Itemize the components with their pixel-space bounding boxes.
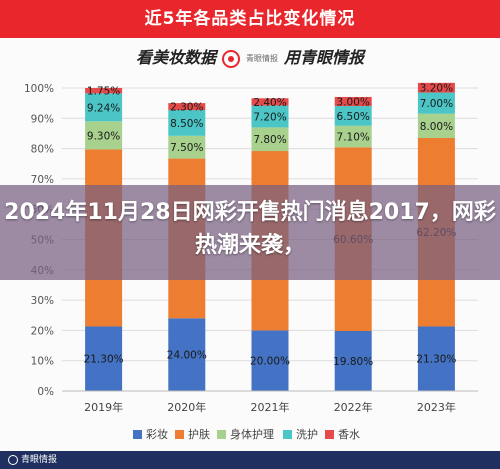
data-label: 21.30% bbox=[416, 354, 456, 366]
data-label: 8.00% bbox=[420, 121, 453, 133]
legend-swatch bbox=[133, 430, 142, 439]
data-label: 1.75% bbox=[87, 86, 120, 98]
bar-segment bbox=[334, 106, 372, 126]
y-tick-label: 30% bbox=[31, 295, 54, 307]
bar-segment bbox=[168, 135, 206, 159]
data-label: 7.10% bbox=[337, 132, 370, 144]
tagline-left: 看美妆数据 bbox=[135, 48, 216, 67]
brand-logo-icon bbox=[222, 49, 240, 68]
legend-swatch bbox=[217, 430, 226, 439]
data-label: 2.40% bbox=[253, 97, 286, 109]
data-label: 21.30% bbox=[84, 354, 124, 366]
legend-entry: 洗护 bbox=[296, 427, 318, 441]
bar-segment bbox=[85, 88, 123, 94]
bar-segment bbox=[168, 103, 206, 111]
headline-overlay bbox=[0, 185, 500, 280]
x-tick-label: 2022年 bbox=[334, 400, 373, 414]
tagline: 看美妆数据 青眼情报 用青眼情报 bbox=[0, 44, 500, 72]
bar-segment bbox=[251, 105, 289, 128]
legend-swatch bbox=[175, 430, 184, 439]
data-label: 6.50% bbox=[337, 111, 370, 123]
y-tick-label: 70% bbox=[31, 174, 54, 186]
data-label: 8.50% bbox=[170, 118, 203, 130]
tagline-brand: 青眼情报 bbox=[246, 53, 278, 63]
data-label: 3.00% bbox=[337, 97, 370, 109]
bar-segment bbox=[251, 330, 289, 391]
data-label: 19.80% bbox=[333, 356, 373, 368]
bar-segment bbox=[168, 110, 206, 136]
data-label: 2.30% bbox=[170, 102, 203, 114]
x-axis: 2019年 2020年 2021年 2022年 2023年 bbox=[62, 390, 478, 414]
data-label: 7.80% bbox=[253, 134, 286, 146]
footer-brand: 青眼情报 bbox=[21, 455, 58, 465]
legend-entry: 身体护理 bbox=[230, 427, 274, 441]
bar-segment bbox=[168, 318, 206, 391]
data-label: 24.00% bbox=[167, 350, 207, 362]
y-tick-label: 20% bbox=[31, 325, 54, 337]
bar-segment bbox=[417, 326, 455, 391]
data-label: 7.00% bbox=[420, 98, 453, 110]
footer-logo: 青眼情报 bbox=[8, 453, 57, 467]
bar-segment bbox=[251, 127, 289, 152]
footer-bar bbox=[0, 451, 500, 469]
data-label: 7.20% bbox=[253, 111, 286, 123]
y-tick-label: 10% bbox=[31, 356, 54, 368]
bar-segment bbox=[334, 331, 372, 391]
bar-segment bbox=[417, 92, 455, 114]
legend-entry: 香水 bbox=[338, 428, 360, 441]
bar-segment bbox=[417, 113, 455, 138]
chart-title: 近5年各品类占比变化情况 bbox=[144, 9, 356, 29]
bar-segment bbox=[85, 326, 123, 391]
legend-entry: 护肤 bbox=[188, 427, 210, 441]
bar-segment bbox=[85, 121, 123, 150]
data-label: 3.20% bbox=[420, 83, 453, 95]
legend-entry: 彩妆 bbox=[146, 428, 168, 441]
bar-segment bbox=[334, 125, 372, 148]
data-label: 9.30% bbox=[87, 130, 120, 142]
title-banner bbox=[0, 0, 500, 38]
overlay-headline: 2024年11月28日网彩开售热门消息2017，网彩热潮来袭， bbox=[4, 200, 496, 258]
bar-segment bbox=[251, 98, 289, 106]
x-tick-label: 2020年 bbox=[167, 400, 206, 414]
tagline-right: 用青眼情报 bbox=[284, 48, 365, 67]
y-tick-label: 90% bbox=[31, 113, 54, 125]
bar-segment bbox=[334, 96, 372, 107]
x-tick-label: 2023年 bbox=[417, 400, 456, 414]
legend-swatch bbox=[325, 430, 334, 439]
x-tick-label: 2021年 bbox=[251, 400, 290, 414]
y-tick-label: 100% bbox=[24, 83, 54, 95]
legend-swatch bbox=[283, 430, 292, 439]
data-label: 20.00% bbox=[250, 356, 290, 368]
data-label: 7.50% bbox=[170, 142, 203, 154]
chart-legend: 彩妆 护肤 身体护理 洗护 香水 bbox=[133, 427, 360, 441]
x-tick-label: 2019年 bbox=[84, 400, 123, 414]
bar-segment bbox=[85, 93, 123, 122]
bar-segment bbox=[417, 82, 455, 93]
y-tick-label: 0% bbox=[37, 386, 54, 398]
footer-brand-icon bbox=[8, 454, 18, 465]
data-label: 9.24% bbox=[87, 102, 120, 114]
y-tick-label: 80% bbox=[31, 144, 54, 156]
